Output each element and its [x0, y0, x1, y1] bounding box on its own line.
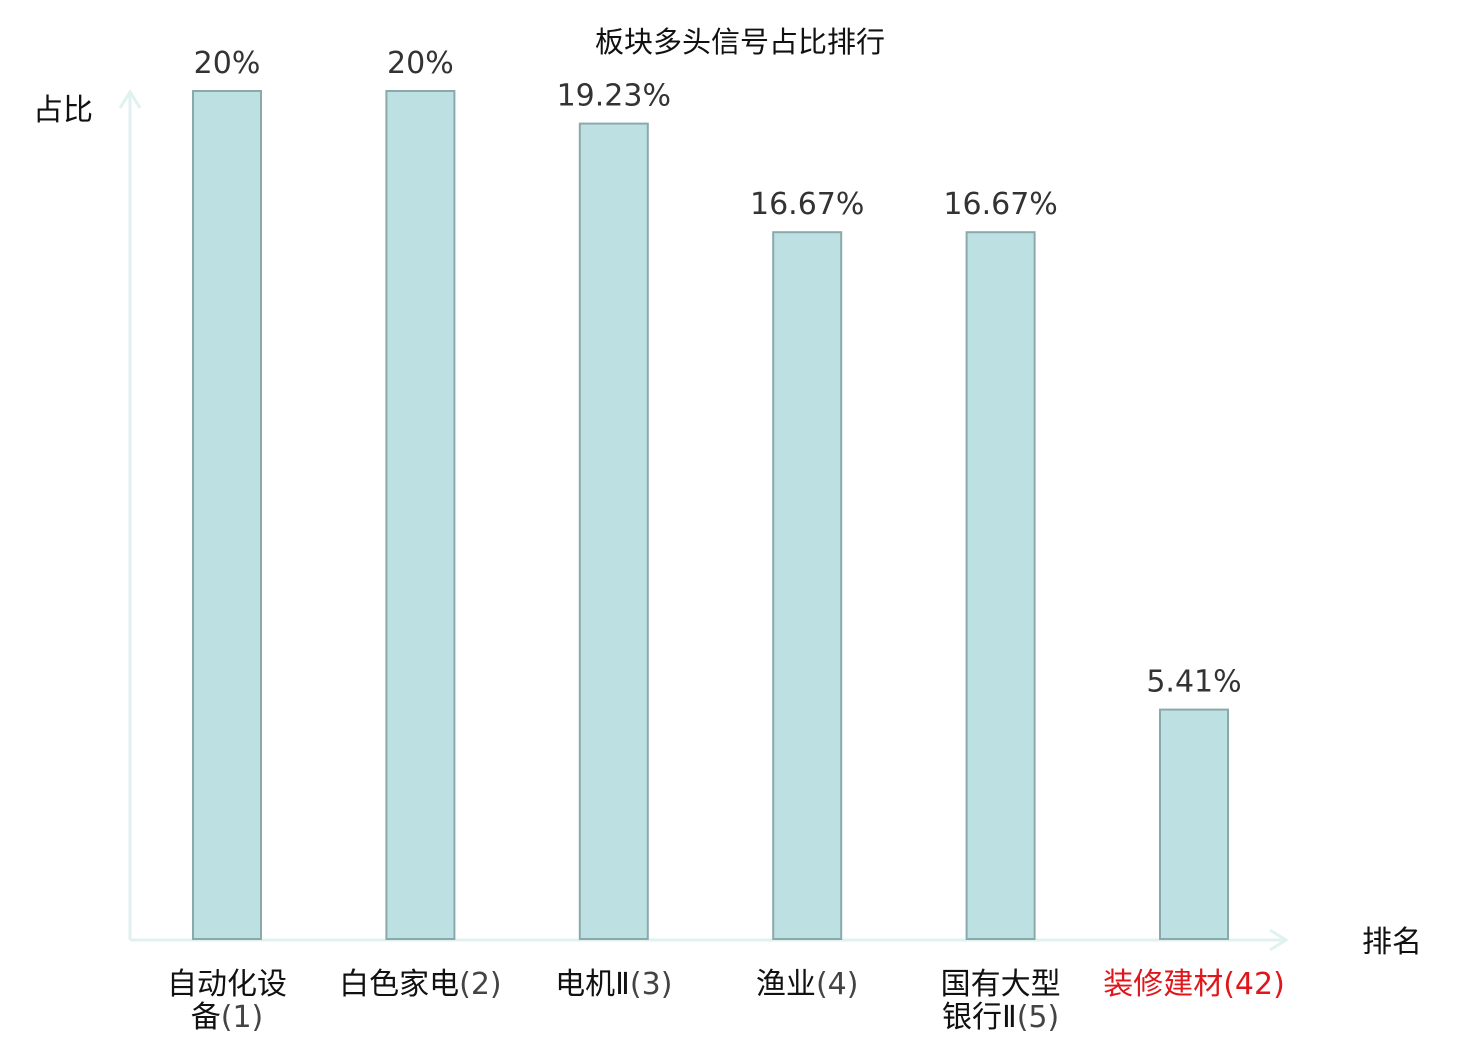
x-axis-title: 排名 [1362, 925, 1422, 960]
x-axis-arrow [1269, 928, 1289, 952]
x-tick-label-4: 渔业(4) [756, 967, 859, 1002]
value-label-2: 20% [387, 46, 454, 81]
x-tick-label-5-line-1: 国有大型 [941, 967, 1061, 1002]
x-tick-label-3: 电机Ⅱ(3) [555, 967, 672, 1002]
bar-4 [772, 231, 843, 940]
value-label-4: 16.67% [750, 187, 864, 222]
value-label-3: 19.23% [557, 79, 671, 114]
bar-3 [578, 122, 649, 941]
bars-group [192, 90, 1229, 941]
y-axis-title: 占比 [33, 93, 93, 128]
value-label-6: 5.41% [1146, 665, 1241, 700]
chart-title: 板块多头信号占比排行 [595, 25, 885, 59]
bar-6 [1159, 708, 1229, 940]
bar-2 [385, 90, 456, 940]
value-label-5: 16.67% [943, 187, 1057, 222]
value-labels-group: 20% 20% 19.23% 16.67% 16.67% 5.41% [194, 46, 1242, 700]
x-tick-label-6: 装修建材(42) [1103, 967, 1285, 1002]
y-axis-arrow [118, 89, 142, 109]
x-tick-label-5-line-2: 银行Ⅱ(5) [942, 1000, 1059, 1035]
x-tick-label-1-line-2: 备(1) [191, 1000, 264, 1035]
x-tick-label-2: 白色家电(2) [339, 967, 502, 1002]
bar-5 [965, 231, 1036, 940]
x-tick-label-1-line-1: 自动化设 [167, 967, 287, 1002]
bar-1 [192, 90, 262, 940]
value-label-1: 20% [194, 46, 261, 81]
